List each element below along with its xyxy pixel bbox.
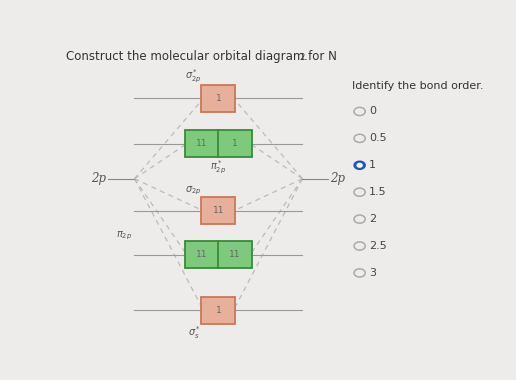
FancyBboxPatch shape xyxy=(201,198,235,224)
Text: 11: 11 xyxy=(229,250,241,259)
Text: 2.5: 2.5 xyxy=(369,241,387,251)
Text: 2: 2 xyxy=(299,53,304,62)
FancyBboxPatch shape xyxy=(185,241,219,268)
Text: $\sigma^*_s$: $\sigma^*_s$ xyxy=(188,324,201,340)
Text: Identify the bond order.: Identify the bond order. xyxy=(352,81,484,91)
Text: 0: 0 xyxy=(369,106,376,116)
Text: 1: 1 xyxy=(232,139,238,148)
Text: 11: 11 xyxy=(213,206,224,215)
Text: 1: 1 xyxy=(216,94,221,103)
FancyBboxPatch shape xyxy=(218,241,252,268)
Text: 2p: 2p xyxy=(330,172,345,185)
Text: $\sigma_{2p}$: $\sigma_{2p}$ xyxy=(185,185,201,198)
Text: 0.5: 0.5 xyxy=(369,133,387,143)
Text: Construct the molecular orbital diagram for N: Construct the molecular orbital diagram … xyxy=(67,50,337,63)
FancyBboxPatch shape xyxy=(185,130,219,157)
Text: 2: 2 xyxy=(369,214,376,224)
Circle shape xyxy=(357,163,362,167)
Text: 2p: 2p xyxy=(91,172,106,185)
Text: 3: 3 xyxy=(369,268,376,278)
Text: 11: 11 xyxy=(196,250,207,259)
Text: $\sigma^*_{2p}$: $\sigma^*_{2p}$ xyxy=(185,67,201,85)
Text: .: . xyxy=(303,50,308,63)
Text: 1: 1 xyxy=(369,160,376,170)
Text: $\pi^*_{2p}$: $\pi^*_{2p}$ xyxy=(211,158,227,176)
FancyBboxPatch shape xyxy=(201,85,235,112)
FancyBboxPatch shape xyxy=(201,297,235,324)
Circle shape xyxy=(354,161,365,169)
Text: 11: 11 xyxy=(196,139,207,148)
Text: 1: 1 xyxy=(216,306,221,315)
Text: $\pi_{2p}$: $\pi_{2p}$ xyxy=(116,230,133,242)
Text: 1.5: 1.5 xyxy=(369,187,387,197)
FancyBboxPatch shape xyxy=(218,130,252,157)
